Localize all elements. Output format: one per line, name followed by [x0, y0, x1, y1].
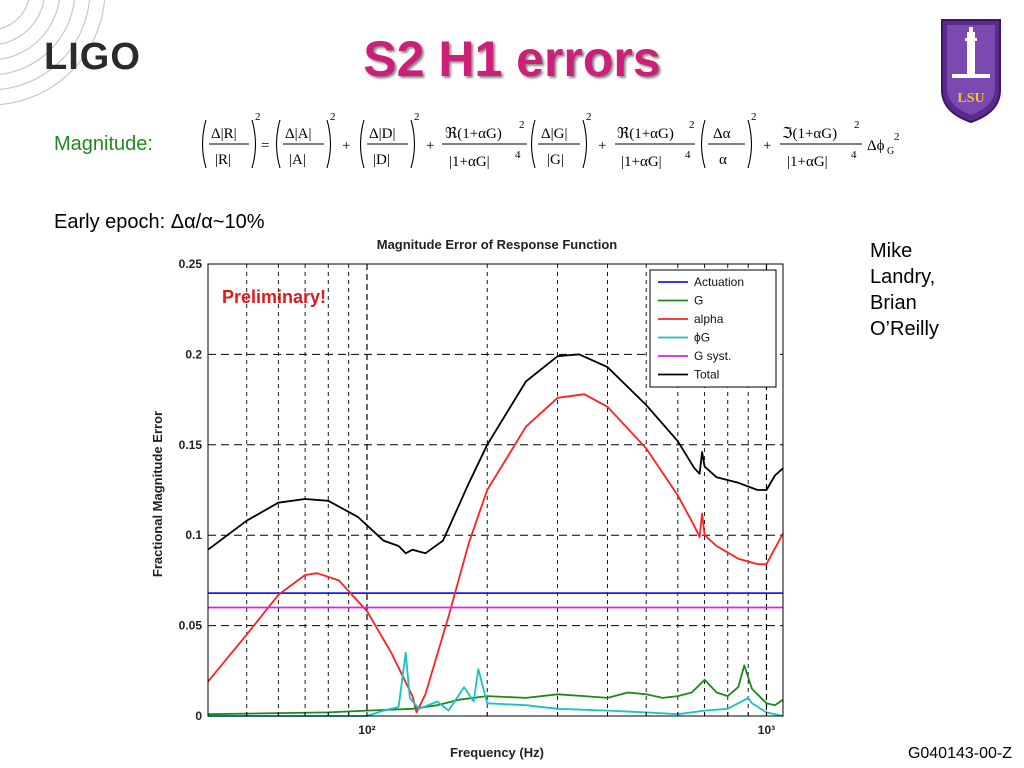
ligo-logo: LIGO: [44, 36, 141, 78]
svg-text:+: +: [342, 138, 350, 154]
chart-y-tick-label: 0.1: [185, 528, 202, 542]
svg-text:2: 2: [414, 111, 420, 123]
svg-text:α: α: [719, 152, 727, 168]
chart-y-tick-label: 0.25: [179, 257, 203, 271]
svg-text:Δ|R|: Δ|R|: [211, 126, 237, 142]
chart-legend-box: [649, 269, 777, 388]
svg-text:4: 4: [685, 149, 691, 161]
svg-text:+: +: [763, 138, 771, 154]
chart-series-line-total: [207, 353, 784, 555]
svg-text:ℑ(1+αG): ℑ(1+αG): [782, 126, 837, 142]
svg-text:ℜ(1+αG): ℜ(1+αG): [445, 126, 502, 142]
early-epoch-note: Early epoch: Δα/α~10%: [54, 211, 265, 234]
author-line: Brian: [870, 292, 917, 314]
svg-text:|D|: |D|: [373, 152, 390, 168]
early-epoch-symbol: Δα/α: [170, 211, 213, 233]
author-line: Mike: [870, 240, 913, 262]
svg-text:2: 2: [751, 111, 757, 123]
document-id: G040143-00-Z: [907, 745, 1012, 762]
svg-text:Δα: Δα: [713, 126, 731, 142]
svg-text:2: 2: [330, 111, 336, 123]
chart-y-tick-label: 0.05: [179, 619, 203, 633]
chart-ticks: 0 0.05 0.1 0.15 0.2 0.25 10² 10³: [179, 257, 775, 737]
svg-text:=: =: [261, 138, 269, 154]
svg-text:G: G: [887, 146, 894, 157]
svg-text:|R|: |R|: [215, 152, 231, 168]
chart-y-tick-label: 0.2: [185, 347, 202, 361]
chart-y-tick-label: 0.15: [179, 438, 203, 452]
chart-series-group: [207, 353, 784, 717]
chart-x-tick-label: 10²: [358, 723, 375, 737]
chart-plot-frame: [207, 263, 784, 717]
svg-text:Δϕ: Δϕ: [867, 138, 885, 154]
author-line: O’Reilly: [870, 318, 939, 340]
slide-title: S2 H1 errors: [363, 31, 661, 87]
author-line: Landry,: [870, 266, 936, 288]
chart-title: Magnitude Error of Response Function: [377, 237, 618, 252]
svg-text:|A|: |A|: [289, 152, 306, 168]
svg-text:|G|: |G|: [547, 152, 564, 168]
svg-text:ℜ(1+αG): ℜ(1+αG): [617, 126, 674, 142]
preliminary-annotation: Preliminary!: [222, 287, 326, 307]
chart-legend-label: alpha: [694, 312, 724, 326]
svg-text:+: +: [426, 138, 434, 154]
svg-text:|1+αG|: |1+αG|: [621, 154, 662, 170]
svg-text:2: 2: [894, 131, 900, 143]
svg-text:Δ|D|: Δ|D|: [369, 126, 395, 142]
chart-legend-label: ϕG: [694, 331, 710, 345]
svg-text:+: +: [598, 138, 606, 154]
magnitude-label: Magnitude:: [54, 133, 153, 155]
svg-text:|1+αG|: |1+αG|: [449, 154, 490, 170]
svg-text:|1+αG|: |1+αG|: [787, 154, 828, 170]
lsu-seal-logo: LSU: [941, 19, 1001, 124]
chart-series-line-phi-g: [208, 651, 784, 717]
svg-text:2: 2: [854, 119, 860, 131]
chart-x-label: Frequency (Hz): [450, 745, 544, 760]
magnitude-error-chart: Magnitude Error of Response Function Fre…: [150, 237, 784, 760]
chart-series-line-g: [207, 664, 784, 716]
chart-x-tick-label: 10³: [758, 723, 775, 737]
chart-y-tick-label: 0: [195, 709, 202, 723]
svg-text:4: 4: [851, 149, 857, 161]
chart-legend-label: G syst.: [694, 349, 731, 363]
lsu-seal-text: LSU: [957, 91, 984, 106]
svg-text:2: 2: [689, 119, 695, 131]
magnitude-formula: Δ|R| |R| 2 = Δ|A| |A| 2 + Δ|D| |D| 2 + ℜ(1+αG)…: [201, 111, 900, 170]
svg-text:Δ|A|: Δ|A|: [285, 126, 311, 142]
early-epoch-prefix: Early epoch:: [54, 211, 171, 233]
chart-y-label: Fractional Magnitude Error: [150, 411, 165, 577]
svg-text:4: 4: [515, 149, 521, 161]
authors: Mike Landry, Brian O’Reilly: [870, 238, 939, 342]
svg-text:2: 2: [586, 111, 592, 123]
svg-text:Δ|G|: Δ|G|: [541, 126, 567, 142]
svg-text:2: 2: [519, 119, 525, 131]
chart-series-line-alpha: [207, 393, 784, 714]
chart-legend-label: Actuation: [694, 275, 744, 289]
svg-text:2: 2: [255, 111, 261, 123]
chart-legend-label: Total: [694, 368, 719, 382]
early-epoch-value: ~10%: [212, 211, 265, 233]
chart-legend-label: G: [694, 294, 703, 308]
